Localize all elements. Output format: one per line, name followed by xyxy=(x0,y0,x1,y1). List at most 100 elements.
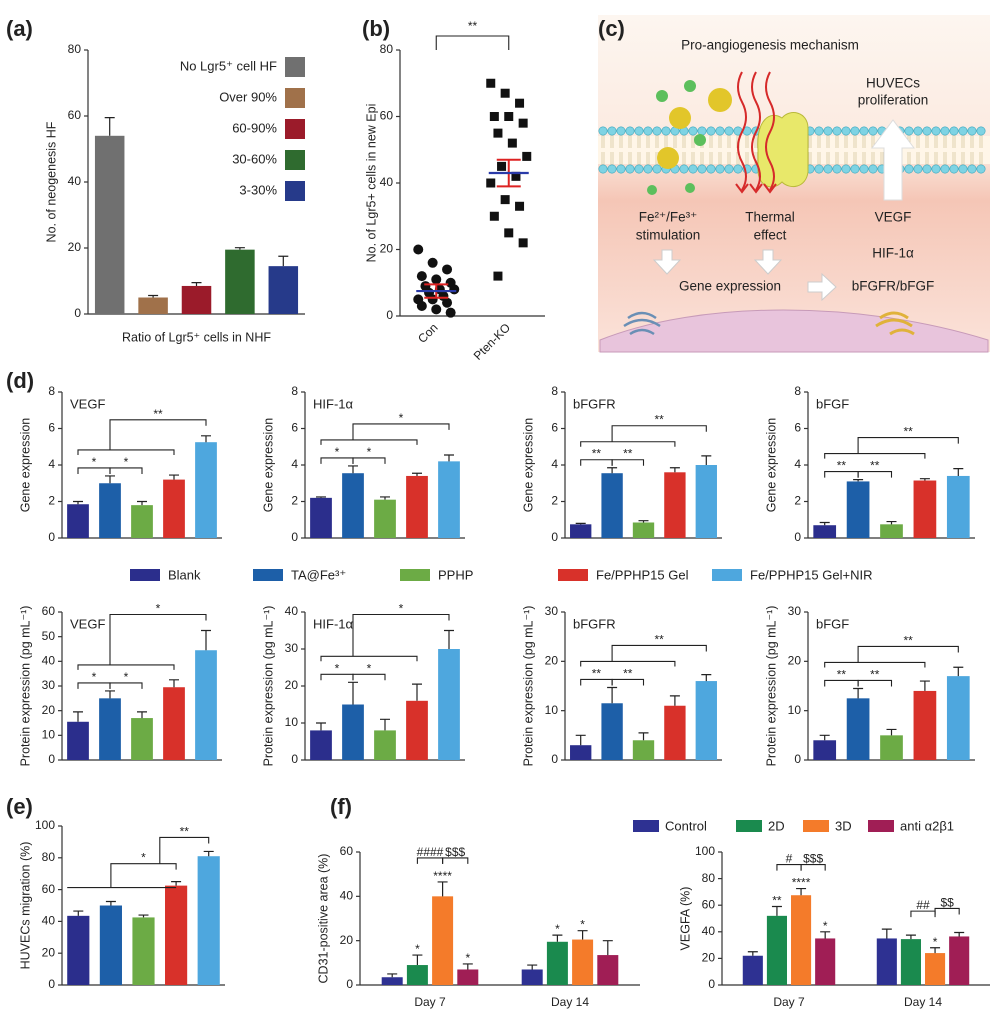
ion xyxy=(684,80,696,92)
lipid-tail xyxy=(610,134,614,166)
factor-label: bFGFR/bFGF xyxy=(852,279,935,294)
y-tick-label: 60 xyxy=(340,844,354,858)
chart-title: bFGF xyxy=(816,616,849,631)
ion xyxy=(669,107,691,129)
significance-bracket xyxy=(824,645,959,668)
lipid-head xyxy=(607,126,617,136)
error-bar xyxy=(73,910,84,916)
significance-bracket xyxy=(77,419,207,455)
y-tick-label: 60 xyxy=(380,109,394,123)
x-tick-label: Day 14 xyxy=(904,995,942,1009)
error-bar xyxy=(412,472,422,476)
ion xyxy=(657,147,679,169)
panel-label: (b) xyxy=(362,16,390,41)
lipid-head xyxy=(976,164,986,174)
significance-label: ** xyxy=(623,666,633,680)
error-bar xyxy=(820,931,831,939)
error-bar xyxy=(437,881,448,897)
data-point xyxy=(431,274,442,285)
x-tick-label: Day 7 xyxy=(414,995,446,1009)
y-axis-label: Protein expression (pg mL⁻¹) xyxy=(764,606,778,767)
significance-label: * xyxy=(335,445,340,459)
ion xyxy=(694,134,706,146)
bar xyxy=(406,475,428,538)
significance-bracket xyxy=(857,471,893,478)
y-tick-label: 8 xyxy=(291,384,298,398)
lipid-tail xyxy=(655,134,659,166)
data-point xyxy=(504,112,514,121)
bar xyxy=(374,499,396,538)
data-point xyxy=(489,211,499,221)
lipid-head xyxy=(868,126,878,136)
bar xyxy=(766,915,787,985)
bar xyxy=(67,915,90,985)
upward-arrow xyxy=(871,119,915,201)
error-bar xyxy=(316,496,326,498)
lipid-head xyxy=(706,126,716,136)
y-tick-label: 0 xyxy=(794,752,801,766)
lipid-tail xyxy=(682,134,686,166)
bar xyxy=(132,917,155,985)
lipid-head xyxy=(949,164,959,174)
y-tick-label: 10 xyxy=(42,728,56,742)
significance-label: ## xyxy=(916,898,930,912)
legend-label: 3-30% xyxy=(239,182,277,197)
error-bar xyxy=(412,954,423,966)
bar xyxy=(695,681,717,760)
error-bar xyxy=(137,711,147,719)
x-axis-label: Ratio of Lgr5⁺ cells in NHF xyxy=(122,330,271,344)
factor-label: HIF-1α xyxy=(872,246,914,261)
legend-label: 60-90% xyxy=(232,120,277,135)
lipid-head xyxy=(625,164,635,174)
bar xyxy=(880,735,903,760)
y-tick-label: 4 xyxy=(48,457,55,471)
lipid-tail xyxy=(808,134,812,166)
data-point xyxy=(416,301,427,312)
error-bar xyxy=(444,629,454,649)
down-arrow xyxy=(652,249,682,275)
error-bar xyxy=(886,728,897,736)
significance-label: * xyxy=(124,455,129,469)
error-bar xyxy=(171,881,182,886)
error-bar xyxy=(169,474,179,480)
data-point xyxy=(518,238,528,248)
data-point xyxy=(449,284,460,295)
significance-label: ** xyxy=(870,667,880,681)
lipid-head xyxy=(634,164,644,174)
bar xyxy=(342,704,364,760)
legend-swatch xyxy=(868,820,894,832)
lipid-head xyxy=(859,126,869,136)
y-tick-label: 60 xyxy=(42,604,56,618)
bar xyxy=(846,698,870,760)
error-bar xyxy=(203,850,214,857)
lipid-tail xyxy=(673,134,677,166)
legend-label: anti α2β1 xyxy=(900,818,954,833)
lipid-head xyxy=(868,164,878,174)
significance-label: * xyxy=(399,602,404,616)
lipid-tail xyxy=(835,134,839,166)
y-tick-label: 0 xyxy=(74,306,81,320)
y-axis-label: CD31-positive area (%) xyxy=(316,854,330,984)
data-point xyxy=(486,78,496,88)
bar xyxy=(310,730,332,760)
legend-swatch xyxy=(285,119,305,139)
significance-bracket xyxy=(320,613,450,662)
chart-title: bFGF xyxy=(816,396,849,411)
significance-label: * xyxy=(415,942,420,956)
golgi xyxy=(875,311,915,336)
y-tick-label: 0 xyxy=(346,977,353,991)
y-tick-label: 4 xyxy=(291,457,298,471)
significance-bracket xyxy=(611,678,645,686)
error-bar xyxy=(105,900,116,906)
legend-swatch xyxy=(712,569,742,581)
lipid-head xyxy=(679,164,689,174)
lipid-tail xyxy=(718,134,722,166)
bar xyxy=(181,285,212,314)
error-bar xyxy=(105,475,115,484)
lipid-head xyxy=(724,164,734,174)
y-tick-label: 30 xyxy=(788,604,802,618)
y-axis-label: Gene expression xyxy=(764,418,778,513)
lipid-head xyxy=(949,126,959,136)
chart-title: VEGF xyxy=(70,616,105,631)
y-tick-label: 40 xyxy=(42,654,56,668)
